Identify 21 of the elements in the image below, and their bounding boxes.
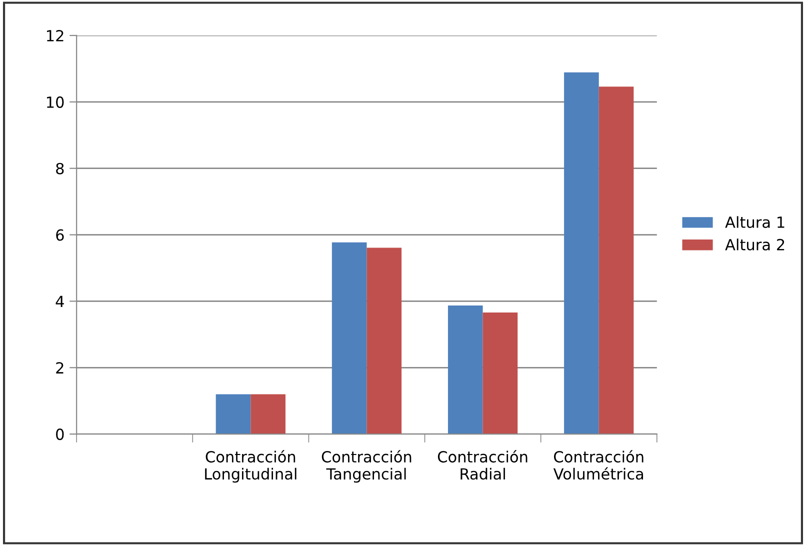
y-tick-label: 8 bbox=[56, 162, 64, 174]
bar bbox=[366, 248, 402, 434]
legend-label: Altura 2 bbox=[725, 238, 784, 250]
y-tick-label: 0 bbox=[56, 428, 64, 440]
y-tick-label: 2 bbox=[56, 362, 64, 374]
bar bbox=[598, 86, 634, 434]
y-tick-label: 6 bbox=[56, 229, 64, 241]
x-tick-label: Contracción Longitudinal bbox=[205, 450, 296, 483]
y-tick-label: 4 bbox=[56, 296, 64, 308]
y-tick-label: 12 bbox=[47, 30, 64, 42]
bar bbox=[250, 394, 286, 434]
x-tick-label: Contracción Radial bbox=[438, 450, 528, 480]
bar bbox=[216, 394, 251, 434]
bar bbox=[448, 306, 483, 434]
bar bbox=[564, 72, 599, 434]
bar bbox=[482, 312, 518, 434]
x-tick-label: Contracción Volumétrica bbox=[553, 450, 644, 480]
bar bbox=[332, 242, 367, 434]
x-tick-label: Contracción Tangencial bbox=[322, 450, 412, 483]
legend-label: Altura 1 bbox=[725, 216, 784, 228]
y-tick-label: 10 bbox=[47, 96, 64, 108]
